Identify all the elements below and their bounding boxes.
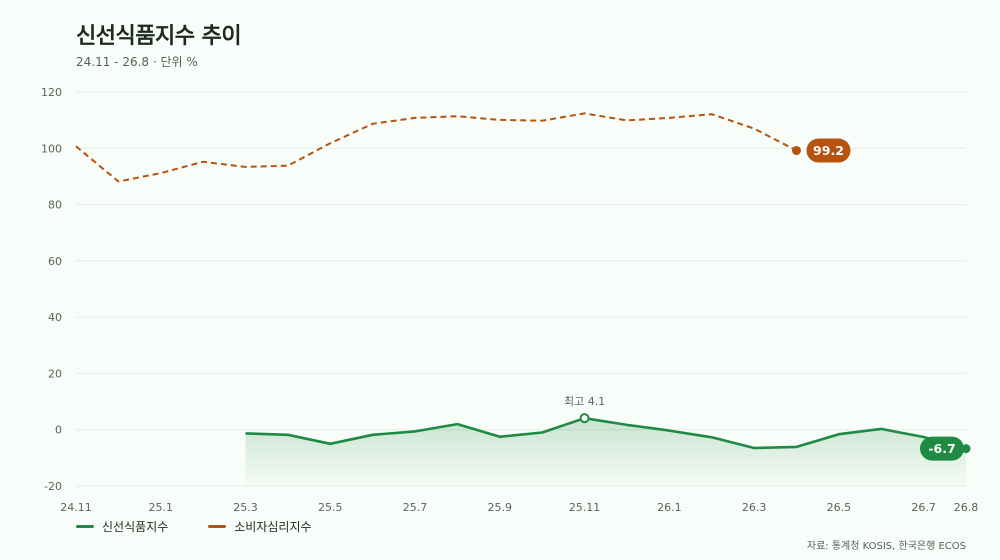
y-tick-label: 80 xyxy=(48,199,62,212)
peak-annotation: 최고 4.1 xyxy=(564,395,605,408)
series-layer xyxy=(75,112,967,486)
x-tick-label: 26.1 xyxy=(657,501,682,514)
series-end-badge xyxy=(920,436,964,461)
y-tick-label: 100 xyxy=(41,142,62,155)
y-tick-label: 120 xyxy=(41,86,62,99)
legend-item-consumer[interactable]: 소비자심리지수 xyxy=(208,518,312,535)
legend-label-fresh: 신선식품지수 xyxy=(102,520,169,534)
x-tick-label: 25.7 xyxy=(403,501,428,514)
x-tick-label: 24.11 xyxy=(60,501,92,514)
y-tick-label: 20 xyxy=(48,367,62,380)
series-line-fresh xyxy=(245,416,967,450)
series-end-badge xyxy=(806,138,851,163)
series-end-label: 99.2 xyxy=(813,143,844,158)
x-tick-label: 26.3 xyxy=(742,501,767,514)
chart-title: 신선식품지수 추이 xyxy=(76,24,242,49)
series-end-marker xyxy=(791,146,801,156)
x-tick-label: 25.5 xyxy=(318,501,343,514)
legend-item-fresh[interactable]: 신선식품지수 xyxy=(76,518,168,535)
y-tick-label: 0 xyxy=(55,424,62,437)
x-tick-label: 25.11 xyxy=(569,501,601,514)
legend: 신선식품지수 소비자심리지수 xyxy=(76,518,312,535)
x-tick-label: 26.7 xyxy=(911,501,936,514)
legend-label-consumer: 소비자심리지수 xyxy=(234,520,312,534)
x-tick-label: 25.1 xyxy=(149,501,174,514)
y-tick-label: 60 xyxy=(48,255,62,268)
series-area-fresh xyxy=(245,418,966,486)
label-layer: -6.7 최고 4.1 99.2 xyxy=(564,138,971,461)
chart-subtitle: 24.11 - 26.8 · 단위 % xyxy=(76,55,198,69)
source-note: 자료: 통계청 KOSIS, 한국은행 ECOS xyxy=(806,541,966,552)
y-tick-label: -20 xyxy=(44,480,62,493)
x-tick-label: 25.9 xyxy=(488,501,513,514)
y-tick-label: 40 xyxy=(48,311,62,324)
x-tick-label: 25.3 xyxy=(233,501,258,514)
axis-layer: -20 0 20 40 60 80 100 120 24.11 25.1 25.3 25.5 25.7 2… xyxy=(41,86,978,514)
series-end-label: -6.7 xyxy=(928,441,955,456)
peak-marker xyxy=(579,413,590,424)
legend-swatch-consumer xyxy=(208,525,227,528)
series-line-consumer xyxy=(75,112,797,183)
x-tick-label: 26.5 xyxy=(827,501,852,514)
x-tick-label: 26.8 xyxy=(954,501,979,514)
legend-swatch-fresh xyxy=(76,525,94,528)
